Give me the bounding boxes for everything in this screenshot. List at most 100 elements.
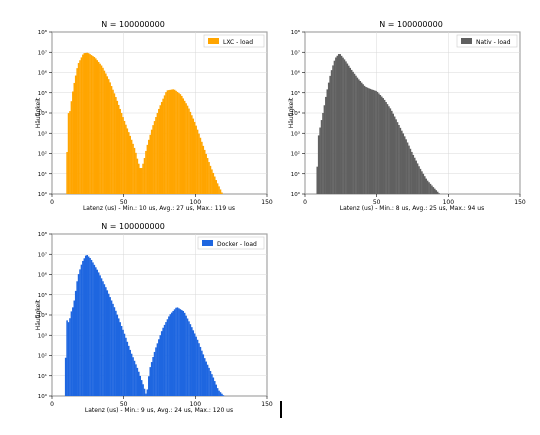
histogram-bar — [95, 267, 97, 396]
histogram-bar — [182, 98, 185, 194]
histogram-bar — [375, 90, 377, 194]
histogram-bar — [353, 73, 356, 194]
histogram-bar — [413, 157, 416, 194]
histogram-bar — [193, 121, 196, 194]
histogram-bar — [107, 79, 110, 194]
histogram-bar — [399, 127, 402, 194]
histogram-bar — [96, 60, 99, 195]
histogram-bar — [337, 54, 340, 194]
histogram-bar — [183, 100, 186, 194]
histogram-bar — [92, 262, 94, 396]
histogram-bar — [77, 274, 80, 396]
histogram-bar — [113, 307, 116, 396]
histogram-bar — [100, 65, 103, 194]
histogram-bar — [80, 57, 83, 195]
histogram-bar — [142, 163, 144, 194]
x-tick-label: 100 — [190, 401, 202, 408]
x-tick-label: 100 — [190, 199, 202, 206]
histogram-bar — [165, 322, 167, 396]
histogram-bar — [122, 329, 124, 396]
histogram-bar — [130, 139, 133, 194]
x-axis-ticks: 0 50 100 150 — [50, 396, 273, 408]
histogram-bar — [218, 390, 220, 396]
histogram-bar — [185, 103, 187, 194]
y-tick-label: 10⁴ — [38, 110, 48, 117]
histogram-bar — [378, 93, 380, 194]
y-tick-label: 10⁵ — [291, 90, 300, 97]
histogram-bar — [186, 105, 189, 194]
y-tick-label: 10⁰ — [38, 393, 48, 400]
chart-panel-nativ: N = 100000000 10⁰10¹10²10³10⁴10⁵10⁶10⁷10… — [288, 20, 526, 212]
histogram-bar — [142, 384, 144, 396]
histogram-bar — [126, 128, 129, 194]
histogram-bar — [175, 90, 177, 194]
histogram-bar — [189, 111, 192, 194]
histogram-bar — [115, 97, 117, 194]
histogram-bar — [209, 165, 212, 194]
histogram-bar — [89, 257, 91, 396]
histogram-bar — [148, 376, 150, 396]
histogram-bar — [339, 54, 341, 194]
histogram-bar — [212, 172, 215, 194]
histogram-bar — [143, 388, 146, 396]
histogram-bar — [107, 293, 110, 396]
histogram-bar — [92, 56, 94, 194]
histogram-bar — [170, 89, 173, 194]
histogram-bar — [216, 388, 219, 396]
histogram-bar — [389, 108, 392, 194]
histogram-bar — [401, 130, 403, 194]
histogram-bar — [218, 186, 220, 194]
y-tick-label: 10⁵ — [38, 292, 47, 299]
histogram-bar — [169, 314, 172, 396]
histogram-bar — [409, 148, 412, 194]
histogram-bar — [90, 259, 93, 396]
histogram-bar — [133, 360, 136, 396]
histogram-bar — [213, 381, 216, 396]
legend: LXC - load — [203, 34, 265, 48]
histogram-bar — [323, 105, 326, 194]
histogram-bar — [382, 98, 384, 194]
histogram-bar — [97, 61, 100, 195]
histogram-bar — [70, 311, 73, 396]
histogram-bar — [90, 55, 93, 194]
histogram-bar — [165, 92, 167, 194]
histogram-bar — [73, 300, 76, 396]
histogram-bar — [335, 57, 337, 195]
histogram-bar — [139, 375, 142, 396]
histogram-bar — [329, 75, 331, 195]
histogram-bar — [162, 327, 164, 396]
histogram-bar — [359, 81, 362, 194]
y-tick-label: 10⁸ — [38, 29, 48, 36]
histogram-bar — [112, 89, 114, 194]
histogram-bars — [316, 54, 440, 195]
histogram-bar — [99, 63, 101, 194]
histogram-bar — [346, 63, 349, 194]
histogram-bar — [403, 136, 406, 194]
histogram-bar — [176, 307, 179, 396]
x-axis-ticks: 0 50 100 150 — [50, 194, 273, 206]
histogram-bar — [358, 79, 360, 194]
histogram-bar — [143, 158, 146, 194]
histogram-bar — [178, 93, 180, 194]
histogram-bar — [119, 108, 121, 194]
legend-label: Docker - load — [217, 241, 257, 248]
histogram-bar — [97, 272, 100, 396]
histogram-bar — [82, 54, 84, 194]
histogram-bar — [340, 55, 343, 194]
histogram-bar — [199, 346, 202, 396]
histogram-bar — [203, 149, 206, 194]
y-axis-label: Häufigkeit — [35, 97, 42, 128]
histogram-bar — [140, 380, 143, 396]
histogram-bar — [173, 89, 176, 194]
histogram-bar — [181, 95, 183, 194]
x-tick-label: 50 — [373, 199, 381, 206]
histogram-bar — [105, 73, 107, 194]
histogram-bar — [76, 281, 78, 396]
histogram-bar — [79, 269, 81, 396]
histogram-bar — [342, 57, 344, 194]
histogram-bar — [199, 137, 202, 194]
histogram-bar — [205, 361, 207, 396]
histogram-bar — [74, 290, 77, 396]
y-tick-label: 10⁸ — [291, 29, 301, 36]
histogram-bar — [206, 158, 209, 194]
